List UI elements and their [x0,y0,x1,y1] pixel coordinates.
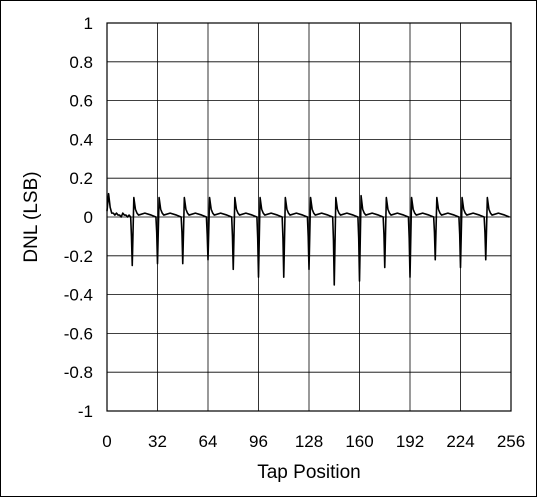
grid-lines [106,22,512,412]
plot-area [106,22,512,412]
x-tick-label: 192 [396,432,424,451]
y-tick-label: 0 [84,208,93,227]
y-tick-label: 0.2 [69,169,93,188]
x-tick-labels: 0 32 64 96 128 160 192 224 256 [102,432,525,451]
y-tick-label: 1 [84,14,93,33]
y-tick-label: -0.8 [64,363,93,382]
x-tick-label: 0 [102,432,111,451]
y-tick-label: 0.4 [69,130,93,149]
x-tick-label: 64 [199,432,218,451]
x-tick-label: 160 [345,432,373,451]
y-tick-label: -0.2 [64,247,93,266]
x-axis-title: Tap Position [257,462,361,483]
y-tick-labels: 1 0.8 0.6 0.4 0.2 0 -0.2 -0.4 -0.6 -0.8 -1 [64,14,93,421]
dnl-series-line [106,192,510,286]
x-tick-label: 96 [249,432,268,451]
y-tick-label: -0.6 [64,324,93,343]
y-tick-label: -1 [78,402,93,421]
x-tick-label: 32 [148,432,167,451]
y-tick-label: 0.6 [69,92,93,111]
x-tick-label: 128 [295,432,323,451]
x-tick-label: 224 [446,432,474,451]
y-tick-label: 0.8 [69,53,93,72]
y-tick-label: -0.4 [64,286,93,305]
x-tick-label: 256 [497,432,525,451]
y-axis-title: DNL (LSB) [21,171,42,262]
